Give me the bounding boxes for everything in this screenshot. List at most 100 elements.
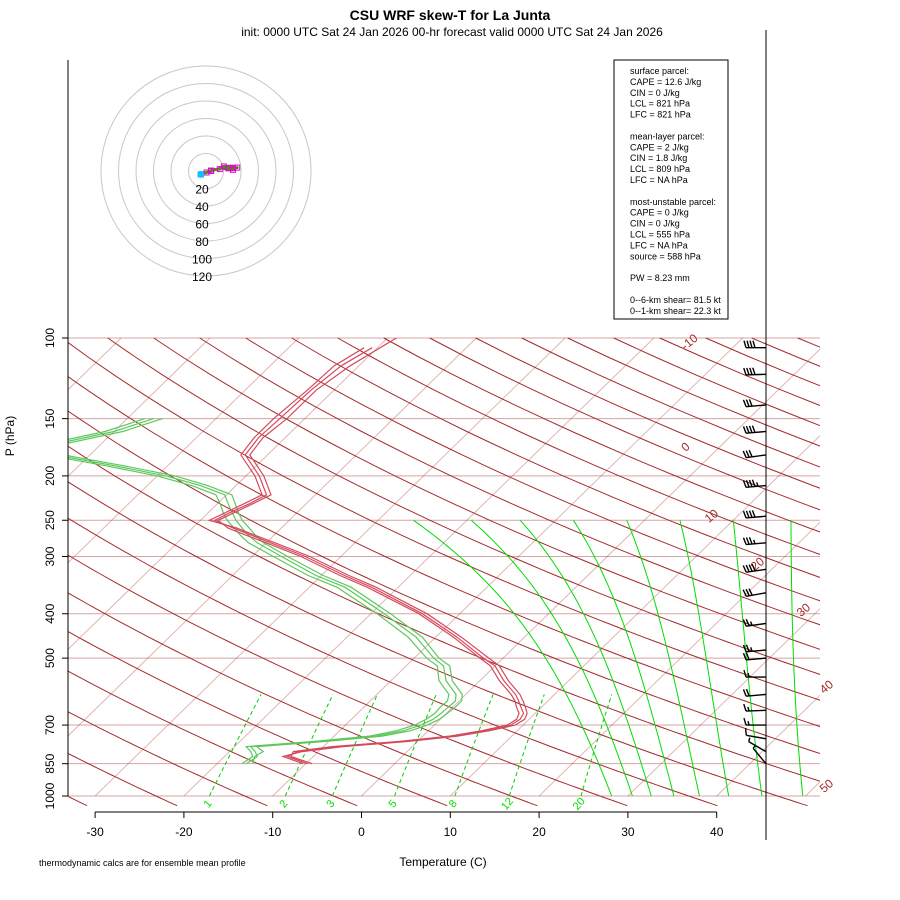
barb-shaft <box>746 622 767 627</box>
moist-adiabat <box>470 519 633 797</box>
barb-flag <box>745 652 750 660</box>
barb-flag <box>742 589 747 597</box>
isotherm-label: 10 <box>702 506 721 526</box>
barb-shaft <box>746 734 767 740</box>
barb-half-flag <box>756 482 759 487</box>
dry-adiabat <box>68 554 628 807</box>
y-tick-label: 700 <box>43 715 57 735</box>
sounding-profiles <box>68 337 528 765</box>
info-line: CAPE = 0 J/kg <box>630 208 689 218</box>
wind-barb <box>748 737 767 753</box>
isotherm-label: 0 <box>678 439 692 454</box>
moist-adiabat <box>836 520 841 796</box>
dry-adiabat <box>383 337 820 533</box>
y-tick-label: 200 <box>43 466 57 486</box>
dry-adiabat <box>705 337 820 387</box>
dry-adiabat <box>68 445 820 782</box>
wind-barb <box>743 367 767 376</box>
info-line: CIN = 0 J/kg <box>630 88 680 98</box>
barb-flag <box>749 367 753 375</box>
barb-flag <box>751 479 756 487</box>
hodograph-ring <box>188 153 224 189</box>
barb-flag <box>742 689 747 697</box>
isotherm-line <box>68 337 477 737</box>
y-tick-label: 1000 <box>43 782 57 809</box>
background-grid <box>68 337 900 807</box>
barb-shaft <box>746 454 767 459</box>
wind-barb <box>742 536 767 546</box>
barb-flag <box>746 367 750 376</box>
dry-adiabat <box>567 337 820 447</box>
wind-barb <box>742 618 767 627</box>
wind-barb <box>743 703 767 712</box>
mixing-ratio-label: 3 <box>324 798 337 810</box>
barb-flag <box>745 480 750 488</box>
barb-half-flag <box>750 647 753 652</box>
x-tick-label: 0 <box>358 825 365 839</box>
dry-adiabat <box>68 752 178 807</box>
chart-subtitle: init: 0000 UTC Sat 24 Jan 2026 00-hr for… <box>241 25 663 39</box>
info-line: 0--6-km shear= 81.5 kt <box>630 295 721 305</box>
barb-half-flag <box>749 621 753 626</box>
mixing-ratio-line <box>331 694 378 797</box>
temperature-profile <box>207 347 528 765</box>
x-tick-label: 40 <box>710 825 724 839</box>
dry-adiabat <box>429 337 820 511</box>
moist-adiabat <box>790 520 804 797</box>
isotherm-line <box>361 348 820 797</box>
isotherm-line <box>183 337 655 797</box>
hodograph-surface-point <box>197 170 205 178</box>
barb-flag <box>742 619 747 627</box>
dry-adiabat <box>68 711 268 807</box>
mixing-ratio-line <box>284 694 334 797</box>
dry-adiabat <box>291 337 820 578</box>
y-tick-label: 100 <box>43 328 57 348</box>
x-tick-label: -10 <box>264 825 282 839</box>
wind-barb <box>742 479 767 489</box>
barb-flag <box>745 644 750 652</box>
barb-flag <box>748 564 753 572</box>
barb-shaft <box>745 373 767 376</box>
wind-barb <box>742 425 767 434</box>
hodograph-ring-label: 20 <box>195 183 209 197</box>
barb-flag <box>742 510 747 519</box>
barb-flag <box>743 367 747 376</box>
info-line: CIN = 0 J/kg <box>630 219 680 229</box>
info-line: LCL = 809 hPa <box>630 164 690 174</box>
barb-half-flag <box>747 706 750 712</box>
x-tick-label: 10 <box>444 825 458 839</box>
barb-flag <box>745 588 750 597</box>
barb-shaft <box>746 657 767 661</box>
x-tick-label: -30 <box>86 825 104 839</box>
barb-flag <box>745 564 750 573</box>
dry-adiabat <box>68 670 358 807</box>
y-tick-label: 250 <box>43 510 57 530</box>
barb-flag <box>752 340 756 348</box>
barb-half-flag <box>752 744 757 749</box>
barb-half-flag <box>753 539 756 544</box>
chart-title: CSU WRF skew-T for La Junta <box>350 7 551 23</box>
mixing-ratio-label: 2 <box>277 798 290 810</box>
mixing-ratio-line <box>508 694 545 797</box>
dry-adiabat <box>199 337 820 626</box>
barb-flag <box>746 340 750 348</box>
barb-half-flag <box>748 737 751 742</box>
wind-barbs <box>742 30 767 840</box>
dry-adiabat <box>844 338 900 806</box>
y-tick-label: 300 <box>43 546 57 566</box>
barb-flag <box>751 425 756 433</box>
barb-flag <box>742 565 747 573</box>
dry-adiabat <box>68 376 820 728</box>
dry-adiabat <box>797 337 820 348</box>
info-line: surface parcel: <box>630 66 689 76</box>
barb-flag <box>742 426 747 434</box>
wind-barb <box>743 669 766 678</box>
hodograph-ring <box>118 83 294 259</box>
y-tick-label: 850 <box>43 753 57 773</box>
hodograph-ring-label: 120 <box>192 270 212 284</box>
barb-flag <box>752 367 756 375</box>
barb-shaft <box>746 404 767 408</box>
barb-flag <box>742 644 747 653</box>
wind-barb <box>742 449 767 459</box>
